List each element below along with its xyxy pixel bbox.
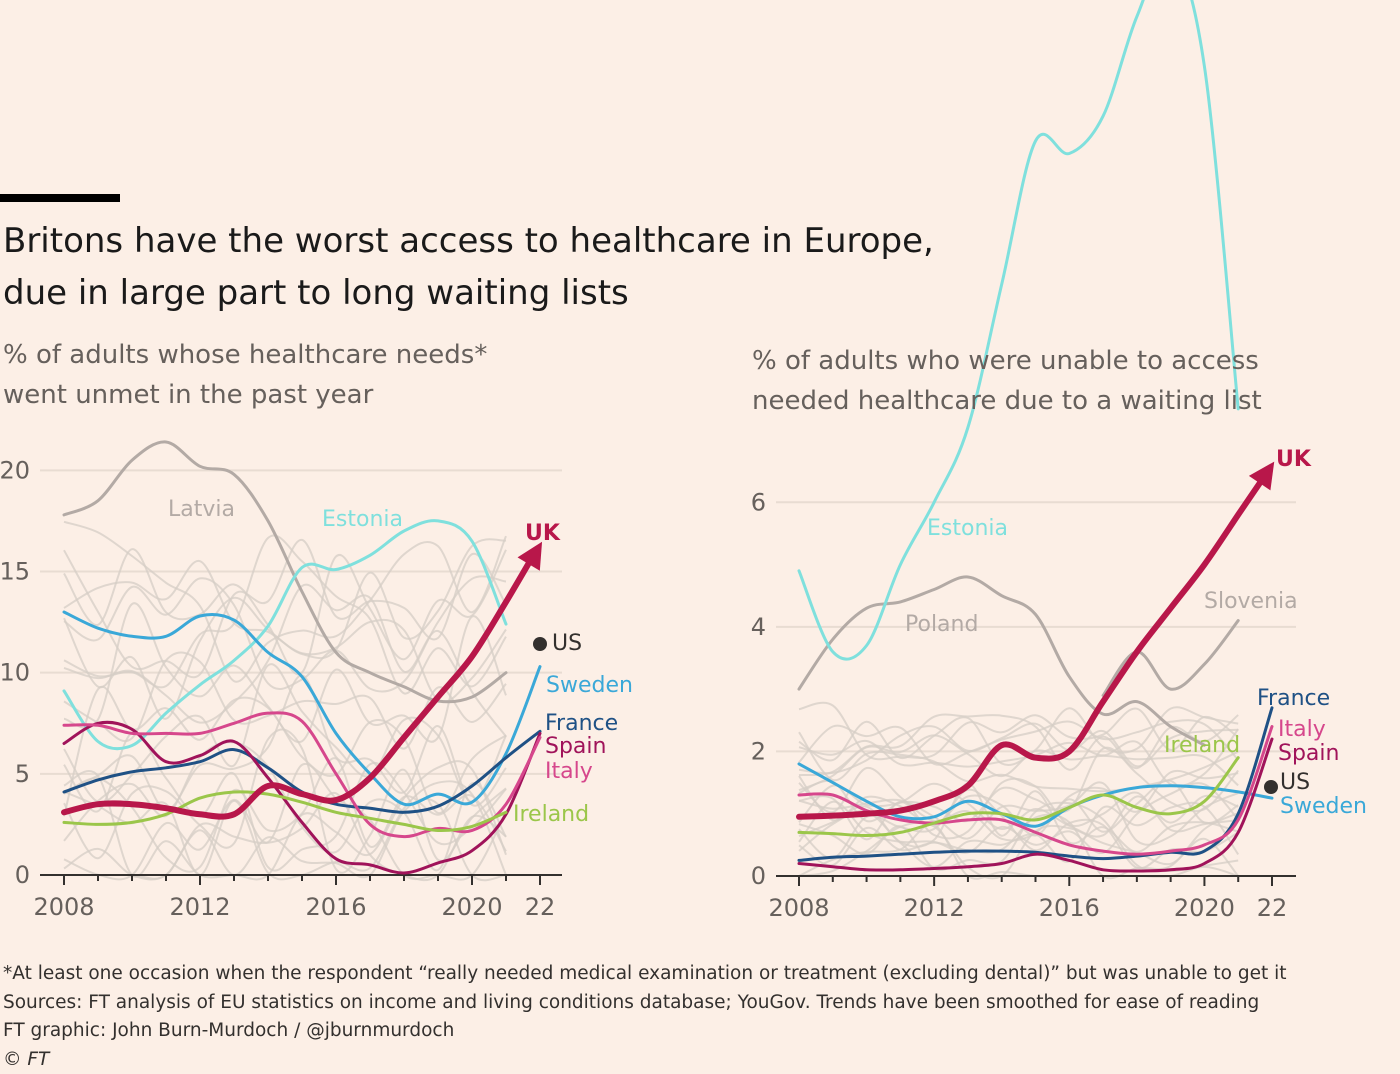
right-subtitle-line-1: % of adults who were unable to access (752, 346, 1259, 376)
series-label-us: US (552, 631, 582, 656)
series-line-uk (64, 554, 534, 816)
y-tick-label: 2 (751, 737, 766, 765)
background-country-line (64, 758, 506, 872)
y-tick-label: 4 (751, 613, 766, 641)
series-label-italy: Italy (1278, 717, 1326, 742)
x-tick-label: 2008 (768, 894, 829, 922)
series-label-us: US (1280, 770, 1310, 795)
series-label-italy: Italy (545, 759, 593, 784)
y-tick-label: 5 (15, 760, 30, 788)
footer: *At least one occasion when the responde… (3, 960, 1393, 1074)
y-tick-label: 0 (751, 862, 766, 890)
sources: Sources: FT analysis of EU statistics on… (3, 989, 1393, 1018)
series-label-estonia: Estonia (927, 516, 1008, 541)
left-chart-subtitle: % of adults whose healthcare needs* went… (3, 335, 563, 415)
series-label-latvia: Latvia (168, 497, 235, 522)
x-tick-label: 2008 (33, 893, 94, 921)
series-label-ireland: Ireland (1164, 733, 1240, 758)
x-tick-label: 22 (1257, 894, 1288, 922)
left-subtitle-line-2: went unmet in the past year (3, 380, 373, 410)
series-label-estonia: Estonia (322, 507, 403, 532)
y-tick-label: 6 (751, 488, 766, 516)
series-line-ireland (64, 792, 506, 831)
y-tick-label: 20 (0, 456, 30, 484)
series-line-sweden (64, 612, 540, 805)
left-panel: 0 5 10 15 20 2008 2012 2016 2020 22 Latvia Estonia U… (0, 442, 633, 921)
right-chart-subtitle: % of adults who were unable to access ne… (752, 341, 1352, 421)
x-tick-label: 2016 (305, 893, 366, 921)
series-label-poland: Poland (905, 612, 978, 637)
right-panel: 0 2 4 6 2008 2012 2016 2020 22 Estonia Poland Slove… (751, 0, 1367, 922)
series-label-uk: UK (525, 521, 561, 546)
series-label-france: France (545, 711, 618, 736)
y-tick-label: 15 (0, 558, 30, 586)
series-label-france: France (1257, 686, 1330, 711)
x-tick-label: 22 (525, 893, 556, 921)
left-subtitle-line-1: % of adults whose healthcare needs* (3, 340, 487, 370)
series-line-slovenia (1103, 621, 1238, 696)
right-subtitle-line-2: needed healthcare due to a waiting list (752, 386, 1262, 416)
uk-arrowhead (1249, 462, 1274, 491)
x-tick-label: 2020 (441, 893, 502, 921)
series-line-estonia (799, 0, 1238, 659)
us-marker (533, 637, 547, 651)
series-label-sweden: Sweden (1280, 794, 1367, 819)
x-tick-label: 2016 (1039, 894, 1100, 922)
series-label-sweden: Sweden (546, 673, 633, 698)
series-line-uk (799, 474, 1266, 817)
us-marker (1264, 780, 1278, 794)
series-label-spain: Spain (545, 734, 606, 759)
footnote: *At least one occasion when the responde… (3, 960, 1393, 989)
y-tick-label: 10 (0, 659, 30, 687)
series-label-uk: UK (1276, 447, 1312, 472)
x-tick-label: 2020 (1174, 894, 1235, 922)
series-label-ireland: Ireland (513, 802, 589, 827)
x-tick-label: 2012 (904, 894, 965, 922)
x-tick-label: 2012 (169, 893, 230, 921)
y-tick-label: 0 (15, 861, 30, 889)
series-line-poland (799, 577, 1204, 745)
graphic-credit: FT graphic: John Burn-Murdoch / @jburnmu… (3, 1017, 1393, 1046)
series-label-slovenia: Slovenia (1204, 589, 1298, 614)
series-label-spain: Spain (1278, 741, 1339, 766)
